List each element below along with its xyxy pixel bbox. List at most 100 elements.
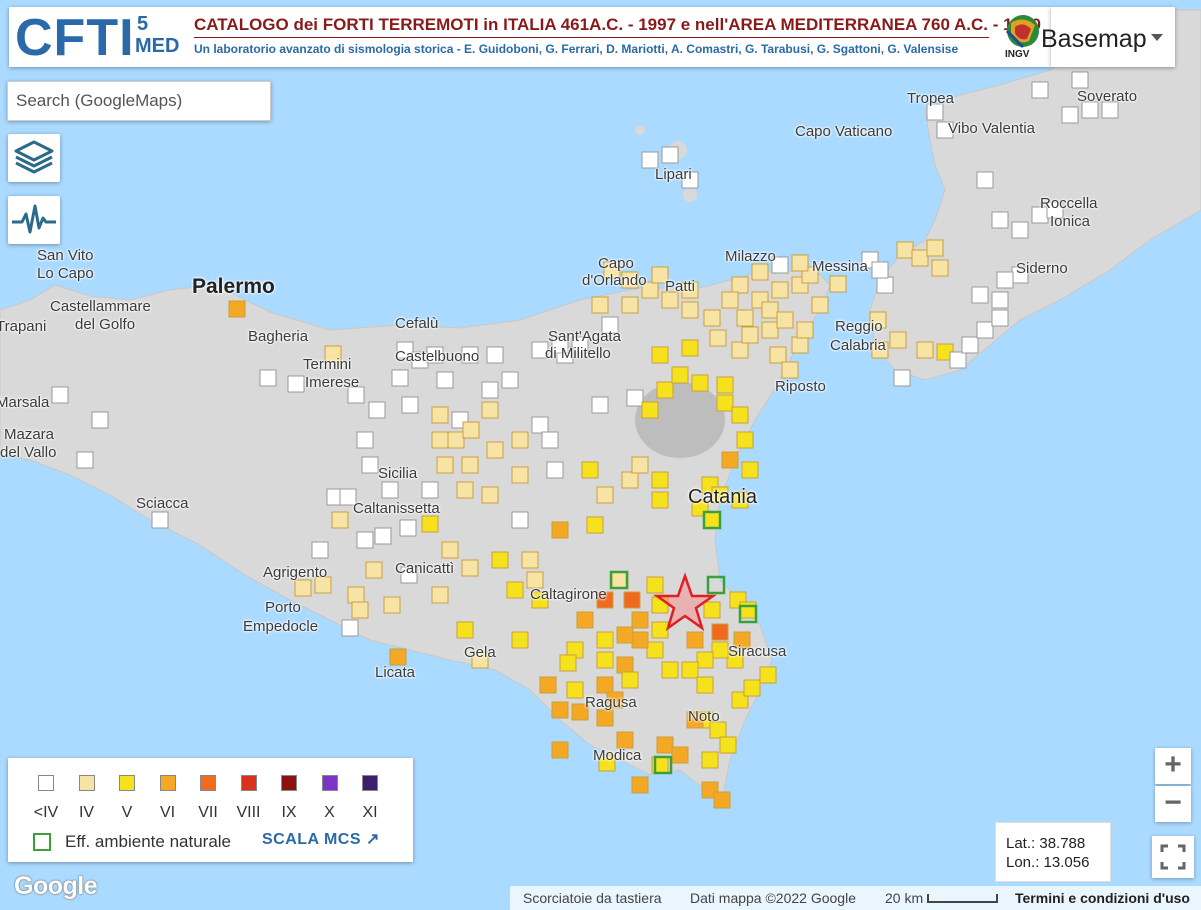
zoom-in-button[interactable]: + bbox=[1155, 748, 1191, 784]
intensity-marker[interactable] bbox=[621, 296, 639, 314]
intensity-marker[interactable] bbox=[486, 441, 504, 459]
intensity-marker[interactable] bbox=[471, 651, 489, 669]
intensity-marker[interactable] bbox=[491, 551, 509, 569]
intensity-marker[interactable] bbox=[461, 346, 479, 364]
env-effect-marker[interactable] bbox=[653, 755, 673, 775]
intensity-marker[interactable] bbox=[421, 481, 439, 499]
intensity-marker[interactable] bbox=[1101, 101, 1119, 119]
intensity-marker[interactable] bbox=[711, 486, 729, 504]
intensity-marker[interactable] bbox=[893, 369, 911, 387]
seismogram-button[interactable] bbox=[8, 196, 60, 244]
intensity-marker[interactable] bbox=[911, 249, 929, 267]
env-effect-marker[interactable] bbox=[609, 570, 629, 590]
intensity-marker[interactable] bbox=[651, 346, 669, 364]
intensity-marker[interactable] bbox=[389, 648, 407, 666]
intensity-marker[interactable] bbox=[531, 341, 549, 359]
intensity-marker[interactable] bbox=[703, 309, 721, 327]
intensity-marker[interactable] bbox=[351, 601, 369, 619]
intensity-marker[interactable] bbox=[356, 531, 374, 549]
intensity-marker[interactable] bbox=[626, 389, 644, 407]
intensity-marker[interactable] bbox=[646, 641, 664, 659]
intensity-marker[interactable] bbox=[931, 259, 949, 277]
intensity-marker[interactable] bbox=[581, 461, 599, 479]
intensity-marker[interactable] bbox=[566, 681, 584, 699]
intensity-marker[interactable] bbox=[991, 291, 1009, 309]
intensity-marker[interactable] bbox=[611, 571, 629, 589]
intensity-marker[interactable] bbox=[368, 401, 386, 419]
intensity-marker[interactable] bbox=[511, 466, 529, 484]
intensity-marker[interactable] bbox=[661, 291, 679, 309]
intensity-marker[interactable] bbox=[596, 676, 614, 694]
intensity-marker[interactable] bbox=[91, 411, 109, 429]
intensity-marker[interactable] bbox=[631, 611, 649, 629]
intensity-marker[interactable] bbox=[646, 576, 664, 594]
intensity-marker[interactable] bbox=[631, 776, 649, 794]
intensity-marker[interactable] bbox=[703, 511, 721, 529]
intensity-marker[interactable] bbox=[396, 341, 414, 359]
intensity-marker[interactable] bbox=[696, 676, 714, 694]
intensity-marker[interactable] bbox=[759, 666, 777, 684]
intensity-marker[interactable] bbox=[716, 376, 734, 394]
intensity-marker[interactable] bbox=[391, 369, 409, 387]
intensity-marker[interactable] bbox=[661, 661, 679, 679]
env-effect-marker[interactable] bbox=[706, 575, 726, 595]
intensity-marker[interactable] bbox=[531, 591, 549, 609]
intensity-marker[interactable] bbox=[781, 361, 799, 379]
zoom-out-button[interactable]: − bbox=[1155, 786, 1191, 822]
intensity-marker[interactable] bbox=[531, 416, 549, 434]
intensity-marker[interactable] bbox=[696, 651, 714, 669]
intensity-marker[interactable] bbox=[811, 296, 829, 314]
map-data-credit[interactable]: Dati mappa ©2022 Google bbox=[690, 890, 856, 906]
intensity-marker[interactable] bbox=[719, 736, 737, 754]
intensity-marker[interactable] bbox=[603, 261, 621, 279]
intensity-marker[interactable] bbox=[896, 241, 914, 259]
intensity-marker[interactable] bbox=[539, 676, 557, 694]
intensity-marker[interactable] bbox=[551, 521, 569, 539]
intensity-marker[interactable] bbox=[871, 261, 889, 279]
intensity-marker[interactable] bbox=[681, 661, 699, 679]
intensity-marker[interactable] bbox=[324, 345, 342, 363]
intensity-marker[interactable] bbox=[596, 709, 614, 727]
env-effect-marker[interactable] bbox=[738, 604, 758, 624]
intensity-marker[interactable] bbox=[681, 171, 699, 189]
intensity-marker[interactable] bbox=[731, 341, 749, 359]
intensity-marker[interactable] bbox=[731, 406, 749, 424]
intensity-marker[interactable] bbox=[506, 581, 524, 599]
intensity-marker[interactable] bbox=[546, 461, 564, 479]
intensity-marker[interactable] bbox=[401, 396, 419, 414]
intensity-marker[interactable] bbox=[631, 456, 649, 474]
intensity-marker[interactable] bbox=[383, 596, 401, 614]
intensity-marker[interactable] bbox=[228, 300, 246, 318]
intensity-marker[interactable] bbox=[431, 431, 449, 449]
intensity-marker[interactable] bbox=[511, 431, 529, 449]
intensity-marker[interactable] bbox=[711, 641, 729, 659]
intensity-marker[interactable] bbox=[400, 566, 418, 584]
intensity-marker[interactable] bbox=[751, 263, 769, 281]
intensity-marker[interactable] bbox=[721, 451, 739, 469]
intensity-marker[interactable] bbox=[761, 321, 779, 339]
intensity-marker[interactable] bbox=[991, 211, 1009, 229]
intensity-marker[interactable] bbox=[347, 386, 365, 404]
intensity-marker[interactable] bbox=[641, 151, 659, 169]
intensity-marker[interactable] bbox=[596, 591, 614, 609]
intensity-marker[interactable] bbox=[571, 336, 589, 354]
intensity-marker[interactable] bbox=[651, 266, 669, 284]
intensity-marker[interactable] bbox=[709, 721, 727, 739]
intensity-marker[interactable] bbox=[596, 651, 614, 669]
intensity-marker[interactable] bbox=[686, 711, 704, 729]
intensity-marker[interactable] bbox=[681, 281, 699, 299]
intensity-marker[interactable] bbox=[671, 746, 689, 764]
intensity-marker[interactable] bbox=[661, 146, 679, 164]
intensity-marker[interactable] bbox=[456, 621, 474, 639]
intensity-marker[interactable] bbox=[1081, 101, 1099, 119]
intensity-marker[interactable] bbox=[671, 366, 689, 384]
intensity-marker[interactable] bbox=[651, 621, 669, 639]
intensity-marker[interactable] bbox=[733, 631, 751, 649]
intensity-marker[interactable] bbox=[481, 401, 499, 419]
intensity-marker[interactable] bbox=[461, 559, 479, 577]
intensity-marker[interactable] bbox=[259, 369, 277, 387]
intensity-marker[interactable] bbox=[701, 751, 719, 769]
intensity-marker[interactable] bbox=[576, 611, 594, 629]
intensity-marker[interactable] bbox=[1011, 221, 1029, 239]
search-input[interactable] bbox=[7, 81, 271, 121]
